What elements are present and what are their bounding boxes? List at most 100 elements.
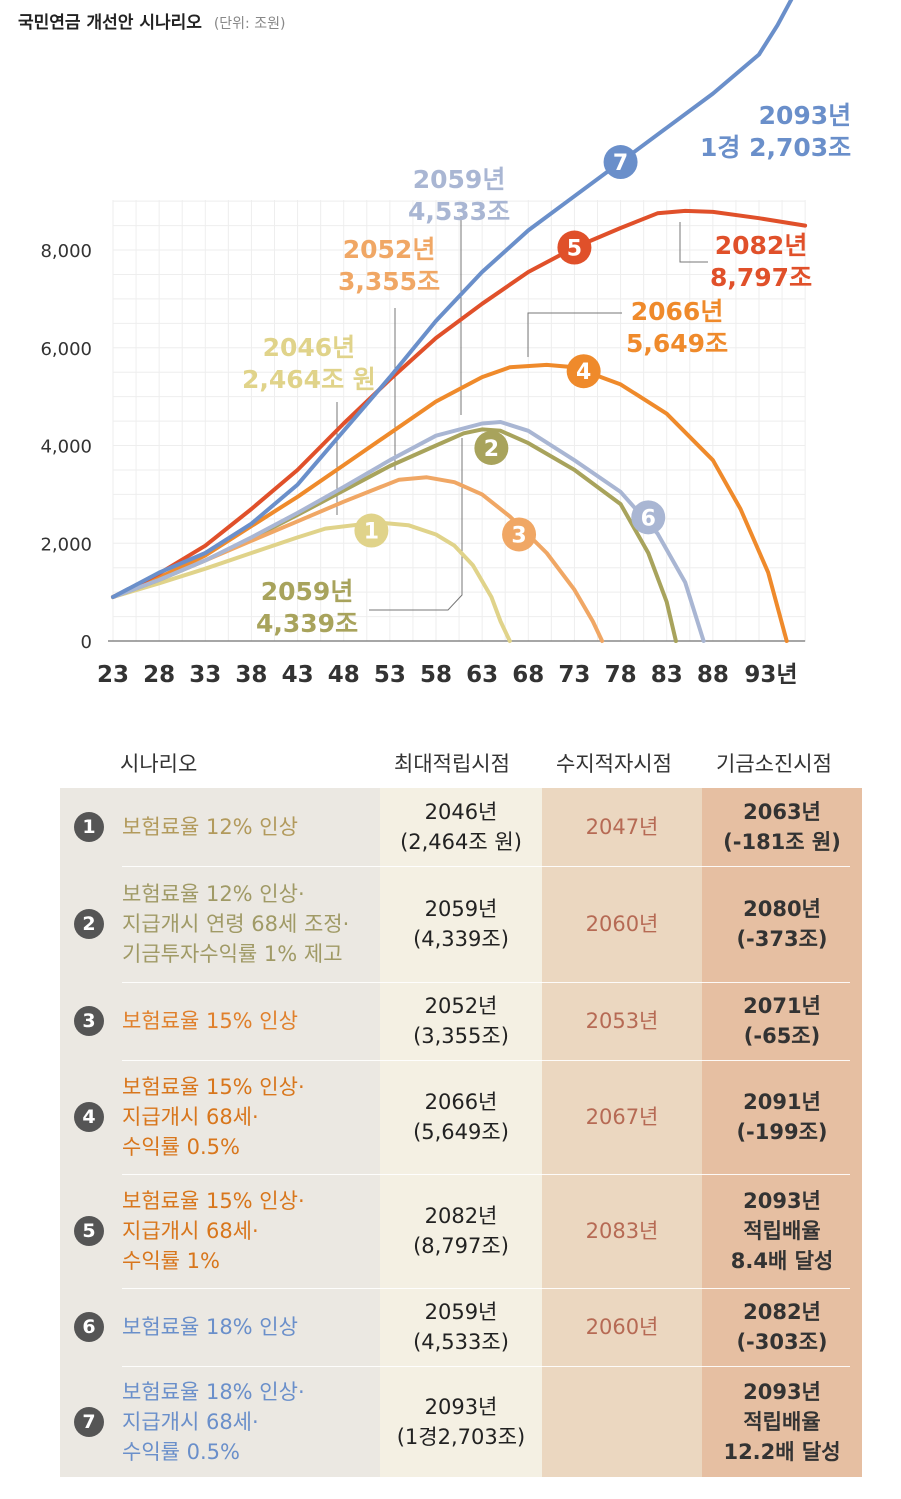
y-tick-label: 0: [81, 632, 92, 653]
cell-line: 2052년: [424, 994, 498, 1018]
table-row: 3 보험료율 15% 인상 2052년 (3,355조) 2053년 2071년 (-65조…: [60, 982, 862, 1060]
cell-max: 2059년 (4,339조): [380, 894, 542, 954]
scenario-description: 보험료율 12% 인상: [122, 812, 298, 842]
scenario-line: 보험료율 18% 인상: [122, 1315, 298, 1339]
scenario-line: 보험료율 15% 인상·: [122, 1075, 305, 1099]
series-marker-5: [557, 230, 592, 265]
table-header-depletion: 기금소진시점: [716, 752, 832, 776]
annotation-4-year: 2066년: [630, 297, 724, 326]
annotation-2: 2059년 4,339조: [256, 576, 358, 640]
annotation-5-year: 2082년: [714, 231, 808, 260]
series-line-6: [111, 420, 706, 643]
x-tick-label: 63: [466, 662, 498, 688]
cell-depletion: 2082년 (-303조): [702, 1297, 862, 1357]
cell-line: 2066년: [424, 1090, 498, 1114]
series-marker-label-5: 5: [567, 237, 582, 262]
cell-line: 2059년: [424, 1300, 498, 1324]
x-tick-label: 88: [697, 662, 729, 688]
scenario-line: 기금투자수익률 1% 제고: [122, 942, 343, 966]
cell-line: 2067년: [585, 1105, 659, 1129]
chart-title-text: 국민연금 개선안 시나리오: [18, 13, 202, 33]
series-marker-label-6: 6: [641, 506, 656, 531]
scenario-number-badge: 3: [74, 1006, 104, 1036]
cell-line: 2082년: [743, 1300, 821, 1324]
scenario-line: 수익률 1%: [122, 1249, 220, 1273]
cell-line: 2059년: [424, 897, 498, 921]
x-tick-label: 68: [512, 662, 544, 688]
y-tick-label: 4,000: [40, 437, 92, 458]
chart-title: 국민연금 개선안 시나리오 (단위: 조원): [18, 8, 285, 33]
annotation-6-year: 2059년: [412, 165, 506, 194]
cell-max: 2052년 (3,355조): [380, 991, 542, 1051]
cell-max: 2059년 (4,533조): [380, 1297, 542, 1357]
annotation-1-value: 2,464조 원: [242, 365, 376, 394]
row-separator: [122, 1174, 850, 1175]
cell-depletion: 2093년 적립배율 8.4배 달성: [702, 1186, 862, 1276]
x-tick-label: 53: [374, 662, 406, 688]
scenario-table: 1 보험료율 12% 인상 2046년 (2,464조 원) 2047년 2063년 (-1…: [60, 788, 862, 1477]
cell-deficit: 2083년: [542, 1216, 702, 1246]
x-tick-label: 58: [420, 662, 452, 688]
cell-max: 2093년 (1경2,703조): [380, 1392, 542, 1452]
cell-line: 2053년: [585, 1009, 659, 1033]
row-separator: [122, 1060, 850, 1061]
series-line-7: [111, 0, 794, 599]
scenario-description: 보험료율 15% 인상· 지급개시 68세· 수익률 1%: [122, 1186, 305, 1276]
annotation-5-value: 8,797조: [710, 263, 813, 292]
scenario-line: 보험료율 12% 인상·: [122, 882, 305, 906]
scenario-line: 수익률 0.5%: [122, 1439, 240, 1464]
series-marker-3: [502, 517, 537, 552]
y-tick-label: 2,000: [40, 534, 92, 555]
cell-max: 2082년 (8,797조): [380, 1201, 542, 1261]
x-tick-label: 83: [651, 662, 683, 688]
cell-line: 2091년: [743, 1090, 821, 1114]
column-bg-depletion: [702, 788, 862, 1477]
cell-line: (-303조): [736, 1330, 828, 1354]
series-line-2: [111, 427, 678, 643]
x-tick-label: 48: [328, 662, 360, 688]
annotation-6-value: 4,533조: [408, 197, 511, 226]
cell-line: (-373조): [736, 927, 828, 951]
scenario-number-badge: 2: [74, 909, 104, 939]
scenario-description: 보험료율 18% 인상· 지급개시 68세· 수익률 0.5%: [122, 1377, 305, 1467]
scenario-number-badge: 4: [74, 1102, 104, 1132]
annotation-leader-line: [679, 222, 708, 263]
scenario-number-badge: 5: [74, 1216, 104, 1246]
scenario-line: 보험료율 15% 인상·: [122, 1189, 305, 1213]
table-row: 2 보험료율 12% 인상· 지급개시 연령 68세 조정· 기금투자수익률 1% 제…: [60, 866, 862, 982]
annotation-leader-line: [527, 312, 622, 357]
scenario-line: 보험료율 15% 인상: [122, 1009, 298, 1033]
cell-line: 12.2배 달성: [723, 1439, 841, 1464]
series-marker-6: [631, 500, 666, 535]
annotation-6: 2059년 4,533조: [408, 164, 510, 228]
column-bg-max: [380, 788, 542, 1477]
chart-unit: (단위: 조원): [213, 16, 286, 32]
cell-line: (2,464조 원): [400, 830, 522, 854]
cell-line: (-65조): [743, 1024, 821, 1048]
table-row: 6 보험료율 18% 인상 2059년 (4,533조) 2060년 2082년 (-303…: [60, 1288, 862, 1366]
table-header-max: 최대적립시점: [394, 752, 510, 776]
x-tick-label: 33: [189, 662, 221, 688]
cell-line: 2083년: [585, 1219, 659, 1243]
series-marker-label-4: 4: [576, 360, 591, 385]
cell-depletion: 2080년 (-373조): [702, 894, 862, 954]
cell-depletion: 2091년 (-199조): [702, 1087, 862, 1147]
cell-max: 2066년 (5,649조): [380, 1087, 542, 1147]
cell-line: 8.4배 달성: [730, 1249, 834, 1273]
scenario-description: 보험료율 15% 인상: [122, 1006, 298, 1036]
cell-line: (5,649조): [413, 1120, 509, 1144]
table-row: 1 보험료율 12% 인상 2046년 (2,464조 원) 2047년 2063년 (-1…: [60, 788, 862, 866]
column-bg-scenario: [60, 788, 380, 1477]
x-tick-label: 78: [605, 662, 637, 688]
column-bg-deficit: [542, 788, 702, 1477]
cell-depletion: 2063년 (-181조 원): [702, 797, 862, 857]
cell-deficit: 2060년: [542, 1312, 702, 1342]
cell-line: 2071년: [743, 994, 821, 1018]
cell-line: 2063년: [743, 800, 821, 824]
cell-deficit: 2047년: [542, 812, 702, 842]
scenario-line: 보험료율 12% 인상: [122, 815, 298, 839]
annotation-5: 2082년 8,797조: [710, 230, 812, 294]
annotation-leader-line: [369, 438, 463, 611]
scenario-description: 보험료율 12% 인상· 지급개시 연령 68세 조정· 기금투자수익률 1% 제고: [122, 879, 349, 969]
row-separator: [122, 1288, 850, 1289]
